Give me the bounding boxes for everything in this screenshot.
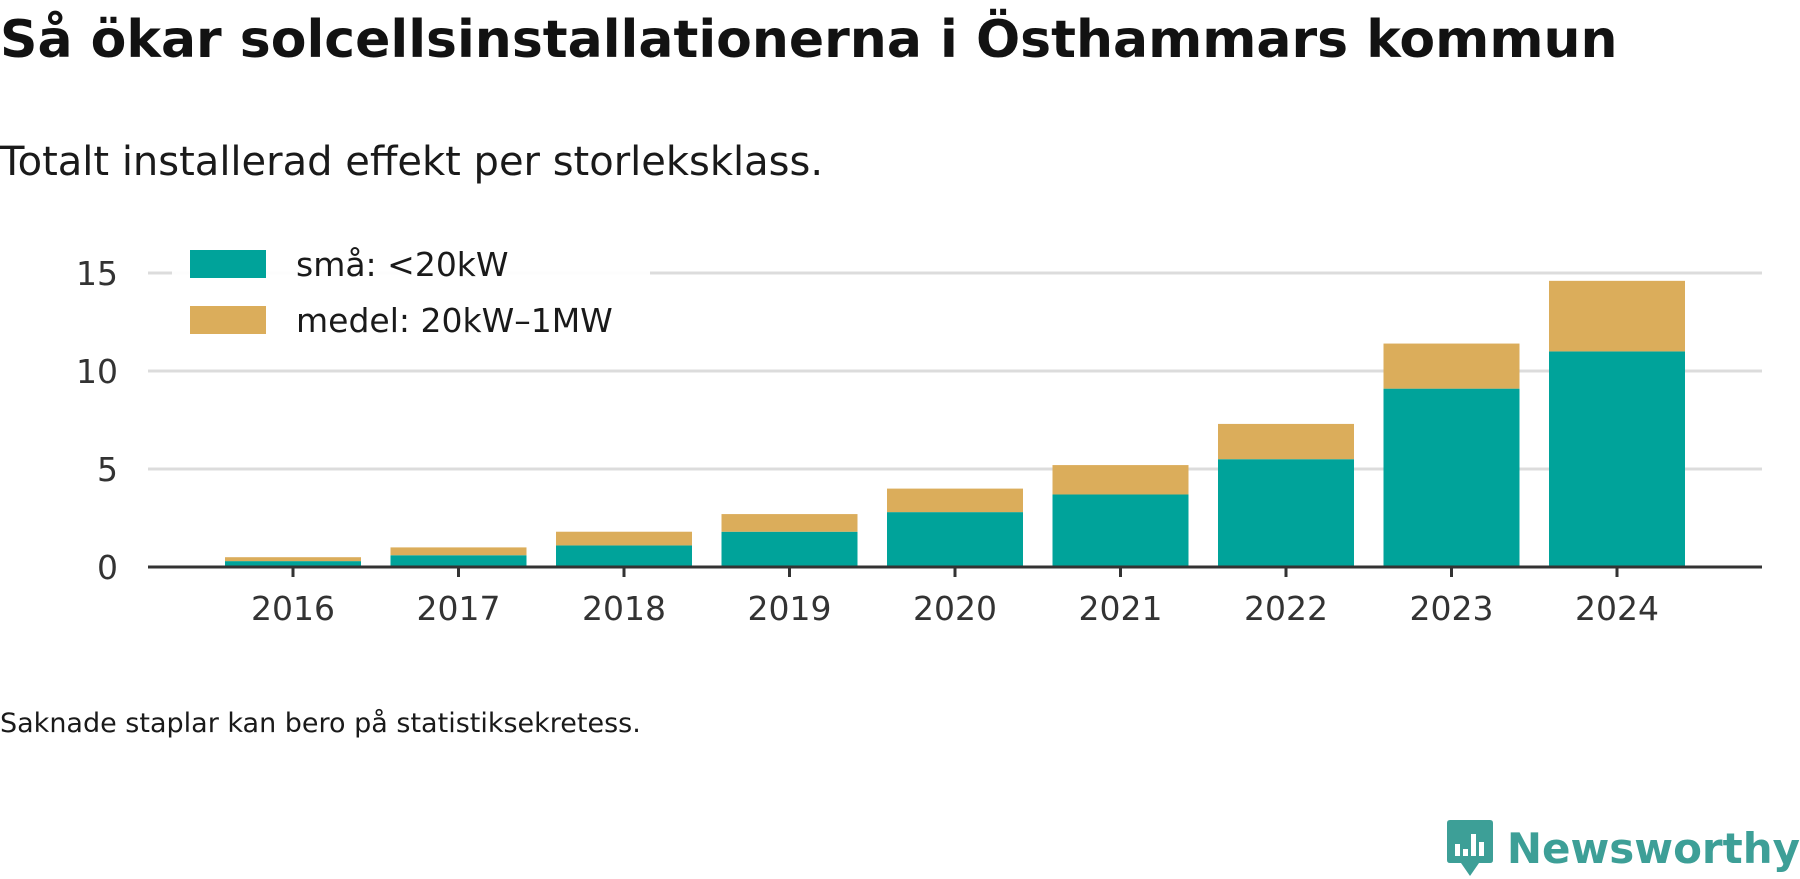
bar-2024-small	[1549, 351, 1685, 567]
brand-name: Newsworthy	[1506, 823, 1800, 873]
bar-2019-medium	[721, 514, 858, 532]
legend-swatch	[190, 306, 266, 334]
x-tick-label: 2018	[582, 589, 666, 628]
x-tick-label: 2020	[913, 589, 997, 628]
bar-2020-small	[887, 512, 1023, 567]
y-tick-label: 0	[97, 548, 118, 587]
bar-2019-small	[721, 531, 858, 567]
x-tick-label: 2019	[748, 589, 832, 628]
x-tick-label: 2021	[1079, 589, 1163, 628]
bar-2023-medium	[1383, 343, 1520, 389]
bar-2022-medium	[1218, 423, 1354, 460]
bar-2023-small	[1383, 388, 1520, 567]
x-tick-label: 2023	[1410, 589, 1494, 628]
newsworthy-logo-icon	[1446, 820, 1493, 876]
footnote: Saknade staplar kan bero på statistiksek…	[0, 708, 641, 739]
bar-2021-small	[1052, 494, 1189, 567]
x-tick-label: 2016	[251, 589, 335, 628]
bars	[225, 280, 1685, 567]
brand[interactable]: Newsworthy	[1445, 818, 1800, 878]
x-tick-label: 2022	[1244, 589, 1328, 628]
bar-2020-medium	[887, 488, 1023, 513]
bar-2021-medium	[1052, 465, 1189, 495]
x-tick-label: 2024	[1575, 589, 1659, 628]
bar-2022-small	[1218, 459, 1354, 567]
bar-2016-small	[225, 561, 361, 567]
bar-2018-medium	[556, 531, 692, 546]
legend-label: små: <20kW	[296, 245, 509, 284]
legend-swatch	[190, 250, 266, 278]
axes: 0 5 10 15 2016 2017 2018 2019 2020 2021 2022 2023 20…	[76, 254, 1762, 628]
legend-label: medel: 20kW–1MW	[296, 301, 613, 340]
bar-2024-medium	[1549, 280, 1685, 352]
y-tick-label: 5	[97, 450, 118, 489]
bar-2017-medium	[390, 547, 527, 556]
bar-2018-small	[556, 545, 692, 567]
stacked-bar-chart: 0 5 10 15 2016 2017 2018 2019 2020 2021 2022 2023 20…	[76, 240, 1762, 628]
bar-2016-medium	[225, 557, 361, 562]
y-tick-label: 15	[76, 254, 118, 293]
chart-title: Så ökar solcellsinstallationerna i Östha…	[0, 10, 1618, 70]
y-tick-label: 10	[76, 352, 118, 391]
chart-subtitle: Totalt installerad effekt per storlekskl…	[0, 139, 824, 185]
legend: små: <20kW medel: 20kW–1MW	[172, 240, 650, 366]
x-tick-label: 2017	[417, 589, 501, 628]
bar-2017-small	[390, 555, 527, 567]
